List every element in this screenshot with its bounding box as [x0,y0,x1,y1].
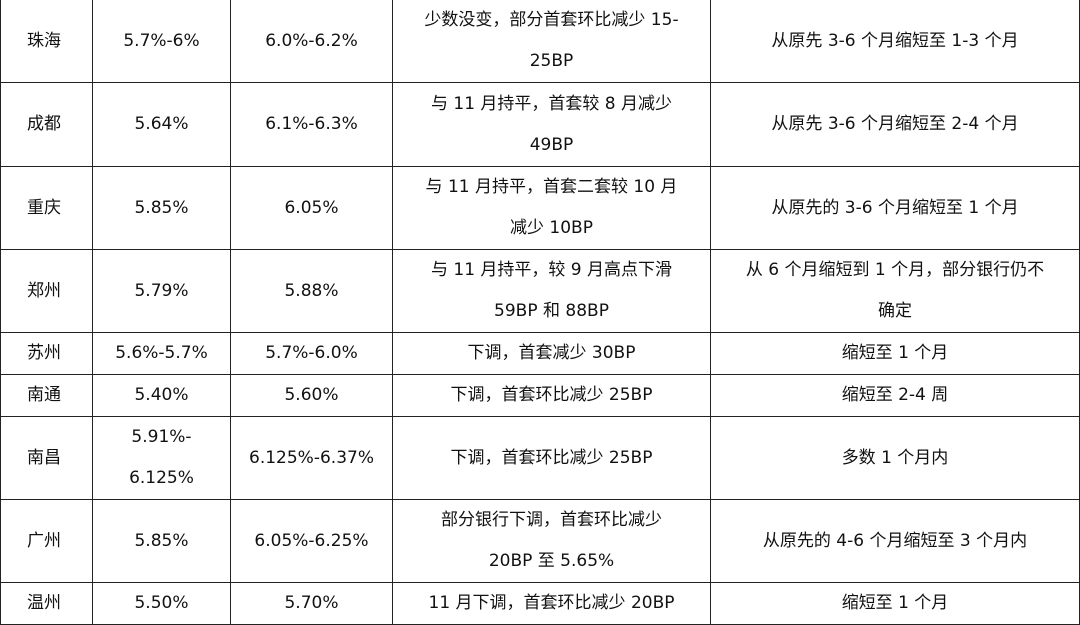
rate-change-cell: 与 11 月持平，首套二套较 10 月 减少 10BP [392,166,711,250]
second-home-rate-cell: 6.05% [230,166,393,250]
second-home-rate-cell: 6.05%-6.25% [230,499,393,583]
rate-change-cell: 少数没变，部分首套环比减少 15- 25BP [392,0,711,83]
table-row: 南昌 5.91%- 6.125% 6.125%-6.37% 下调，首套环比减少 25B… [0,416,1080,500]
lending-cycle-cell: 缩短至 1 个月 [710,332,1080,375]
second-home-rate-cell: 5.70% [230,582,393,625]
table-row: 苏州 5.6%-5.7% 5.7%-6.0% 下调，首套减少 30BP 缩短至 1 个月 [0,332,1080,375]
lending-cycle-cell: 缩短至 1 个月 [710,582,1080,625]
rate-change-cell: 下调，首套环比减少 25BP [392,374,711,417]
lending-cycle-cell: 从 6 个月缩短到 1 个月，部分银行仍不 确定 [710,249,1080,333]
lending-cycle-cell: 从原先的 3-6 个月缩短至 1 个月 [710,166,1080,250]
lending-cycle-cell: 缩短至 2-4 周 [710,374,1080,417]
table-row: 广州 5.85% 6.05%-6.25% 部分银行下调，首套环比减少 20BP 至 5… [0,499,1080,583]
table-row: 南通 5.40% 5.60% 下调，首套环比减少 25BP 缩短至 2-4 周 [0,374,1080,417]
table-row: 成都 5.64% 6.1%-6.3% 与 11 月持平，首套较 8 月减少 49BP 从… [0,82,1080,167]
second-home-rate-cell: 6.125%-6.37% [230,416,393,500]
city-cell: 南昌 [0,416,93,500]
first-home-rate-cell: 5.85% [92,499,231,583]
city-cell: 珠海 [0,0,93,83]
city-cell: 郑州 [0,249,93,333]
city-cell: 重庆 [0,166,93,250]
lending-cycle-cell: 从原先 3-6 个月缩短至 2-4 个月 [710,82,1080,167]
table-row: 郑州 5.79% 5.88% 与 11 月持平，较 9 月高点下滑 59BP 和 88… [0,249,1080,333]
second-home-rate-cell: 5.60% [230,374,393,417]
city-cell: 广州 [0,499,93,583]
city-cell: 南通 [0,374,93,417]
first-home-rate-cell: 5.7%-6% [92,0,231,83]
first-home-rate-cell: 5.79% [92,249,231,333]
first-home-rate-cell: 5.85% [92,166,231,250]
lending-cycle-cell: 从原先的 4-6 个月缩短至 3 个月内 [710,499,1080,583]
table-row: 重庆 5.85% 6.05% 与 11 月持平，首套二套较 10 月 减少 10BP 从… [0,166,1080,250]
rate-change-cell: 与 11 月持平，较 9 月高点下滑 59BP 和 88BP [392,249,711,333]
lending-cycle-cell: 多数 1 个月内 [710,416,1080,500]
first-home-rate-cell: 5.64% [92,82,231,167]
rate-change-cell: 11 月下调，首套环比减少 20BP [392,582,711,625]
rate-change-cell: 下调，首套减少 30BP [392,332,711,375]
first-home-rate-cell: 5.50% [92,582,231,625]
city-cell: 成都 [0,82,93,167]
second-home-rate-cell: 6.1%-6.3% [230,82,393,167]
second-home-rate-cell: 6.0%-6.2% [230,0,393,83]
second-home-rate-cell: 5.88% [230,249,393,333]
rate-change-cell: 部分银行下调，首套环比减少 20BP 至 5.65% [392,499,711,583]
first-home-rate-cell: 5.91%- 6.125% [92,416,231,500]
rate-change-cell: 下调，首套环比减少 25BP [392,416,711,500]
first-home-rate-cell: 5.6%-5.7% [92,332,231,375]
table-row: 温州 5.50% 5.70% 11 月下调，首套环比减少 20BP 缩短至 1 个月 [0,582,1080,625]
table-row: 珠海 5.7%-6% 6.0%-6.2% 少数没变，部分首套环比减少 15- 25BP… [0,0,1080,83]
city-cell: 苏州 [0,332,93,375]
second-home-rate-cell: 5.7%-6.0% [230,332,393,375]
city-cell: 温州 [0,582,93,625]
first-home-rate-cell: 5.40% [92,374,231,417]
lending-cycle-cell: 从原先 3-6 个月缩短至 1-3 个月 [710,0,1080,83]
rate-change-cell: 与 11 月持平，首套较 8 月减少 49BP [392,82,711,167]
